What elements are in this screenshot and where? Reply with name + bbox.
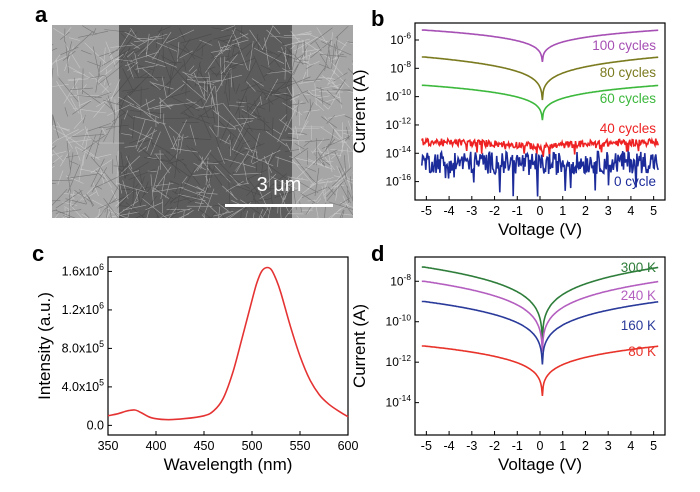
- chart-d-xtick-label: -1: [512, 439, 523, 453]
- chart-d-xtick-label: 1: [559, 439, 566, 453]
- chart-d-xtick-label: 2: [582, 439, 589, 453]
- chart-d-ytick-label: 10-8: [390, 272, 411, 288]
- chart-c-xtick-label: 550: [290, 439, 311, 453]
- chart-b-xtick-label: -1: [512, 204, 523, 218]
- scale-bar: [225, 204, 333, 207]
- chart-d-series-label: 160 K: [621, 318, 656, 333]
- panel-d-label: d: [371, 241, 385, 266]
- chart-d-xtick-label: -5: [421, 439, 432, 453]
- chart-c-ytick-label: 1.2x106: [62, 300, 105, 317]
- chart-b-series-line: [421, 84, 659, 121]
- chart-b-series-label: 0 cycle: [614, 174, 656, 189]
- chart-b-xtick-label: -4: [444, 204, 455, 218]
- chart-b-ytick-label: 10-12: [386, 116, 412, 132]
- chart-b-ytick-label: 10-10: [386, 87, 412, 103]
- chart-c-ytick-label: 1.6x106: [62, 262, 105, 279]
- chart-d-xtick-label: 5: [650, 439, 657, 453]
- chart-d-series-line: [421, 280, 659, 352]
- chart-d-xtick-label: -3: [466, 439, 477, 453]
- panel-c-label: c: [32, 241, 45, 266]
- chart-b-xtick-label: 5: [650, 204, 657, 218]
- chart-d-ytick-label: 10-10: [386, 312, 412, 328]
- chart-c-ytick-label: 4.0x105: [62, 377, 105, 394]
- chart-b-ytick-label: 10-16: [386, 172, 412, 188]
- chart-b-ytick-label: 10-6: [390, 31, 411, 47]
- panel-b-label: b: [371, 6, 385, 31]
- chart-d-series-line: [421, 266, 659, 341]
- chart-c-ytick-label: 8.0x105: [62, 339, 105, 356]
- chart-b-ytick-label: 10-14: [386, 144, 412, 160]
- chart-b-xtick-label: 3: [605, 204, 612, 218]
- chart-c-frame: [107, 256, 349, 436]
- chart-c-xtick-label: 600: [338, 439, 359, 453]
- chart-b-xtick-label: 0: [537, 204, 544, 218]
- chart-c-ylabel: Intensity (a.u.): [35, 292, 54, 400]
- chart-b-series-label: 100 cycles: [592, 38, 656, 53]
- sem-channel: [119, 25, 292, 218]
- chart-b-ytick-label: 10-8: [390, 59, 411, 75]
- chart-d-xlabel: Voltage (V): [498, 455, 582, 474]
- chart-c-xtick-label: 500: [242, 439, 263, 453]
- chart-b-series-label: 60 cycles: [600, 91, 657, 106]
- chart-b-series-line: [421, 136, 659, 158]
- chart-b-xtick-label: -5: [421, 204, 432, 218]
- chart-b-series-label: 40 cycles: [600, 121, 657, 136]
- chart-b-series-line: [421, 149, 659, 197]
- chart-d-xtick-label: -2: [489, 439, 500, 453]
- chart-c-xlabel: Wavelength (nm): [164, 455, 293, 474]
- chart-b-xtick-label: 4: [627, 204, 634, 218]
- chart-b-ylabel: Current (A): [350, 69, 369, 153]
- chart-c-series-line: [107, 266, 349, 421]
- chart-b-xtick-label: -3: [466, 204, 477, 218]
- chart-d-ytick-label: 10-12: [386, 353, 412, 369]
- chart-d-xtick-label: 3: [605, 439, 612, 453]
- chart-d-ylabel: Current (A): [350, 304, 369, 388]
- chart-d-xtick-label: 0: [537, 439, 544, 453]
- chart-d-ytick-label: 10-14: [386, 393, 412, 409]
- panel-a-label: a: [35, 2, 48, 27]
- sem-image: 3 μm: [52, 25, 353, 218]
- scale-bar-label: 3 μm: [256, 174, 302, 196]
- chart-b-series-label: 80 cycles: [600, 65, 657, 80]
- chart-b-series-line: [421, 29, 659, 63]
- chart-d-xtick-label: 4: [627, 439, 634, 453]
- sem-wires-light: [52, 25, 353, 218]
- chart-d-series-label: 240 K: [621, 288, 656, 303]
- chart-d-series-label: 300 K: [621, 260, 656, 275]
- chart-b-xtick-label: -2: [489, 204, 500, 218]
- chart-b-xlabel: Voltage (V): [498, 220, 582, 239]
- chart-c-xtick-label: 450: [194, 439, 215, 453]
- sem-micrograph: [52, 25, 353, 218]
- sem-wires-dark: [52, 25, 353, 218]
- chart-b-series-line: [421, 56, 659, 101]
- chart-d-xtick-label: -4: [444, 439, 455, 453]
- chart-b-xtick-label: 1: [559, 204, 566, 218]
- chart-c-ytick-label: 0.0: [87, 418, 104, 432]
- chart-b-xtick-label: 2: [582, 204, 589, 218]
- chart-d-series-line: [421, 345, 659, 396]
- sem-bg-right: [292, 25, 353, 218]
- chart-c-xtick-label: 400: [146, 439, 167, 453]
- chart-d-series-label: 80 K: [628, 344, 656, 359]
- chart-c-xtick-label: 350: [98, 439, 119, 453]
- chart-d-series-line: [421, 300, 659, 365]
